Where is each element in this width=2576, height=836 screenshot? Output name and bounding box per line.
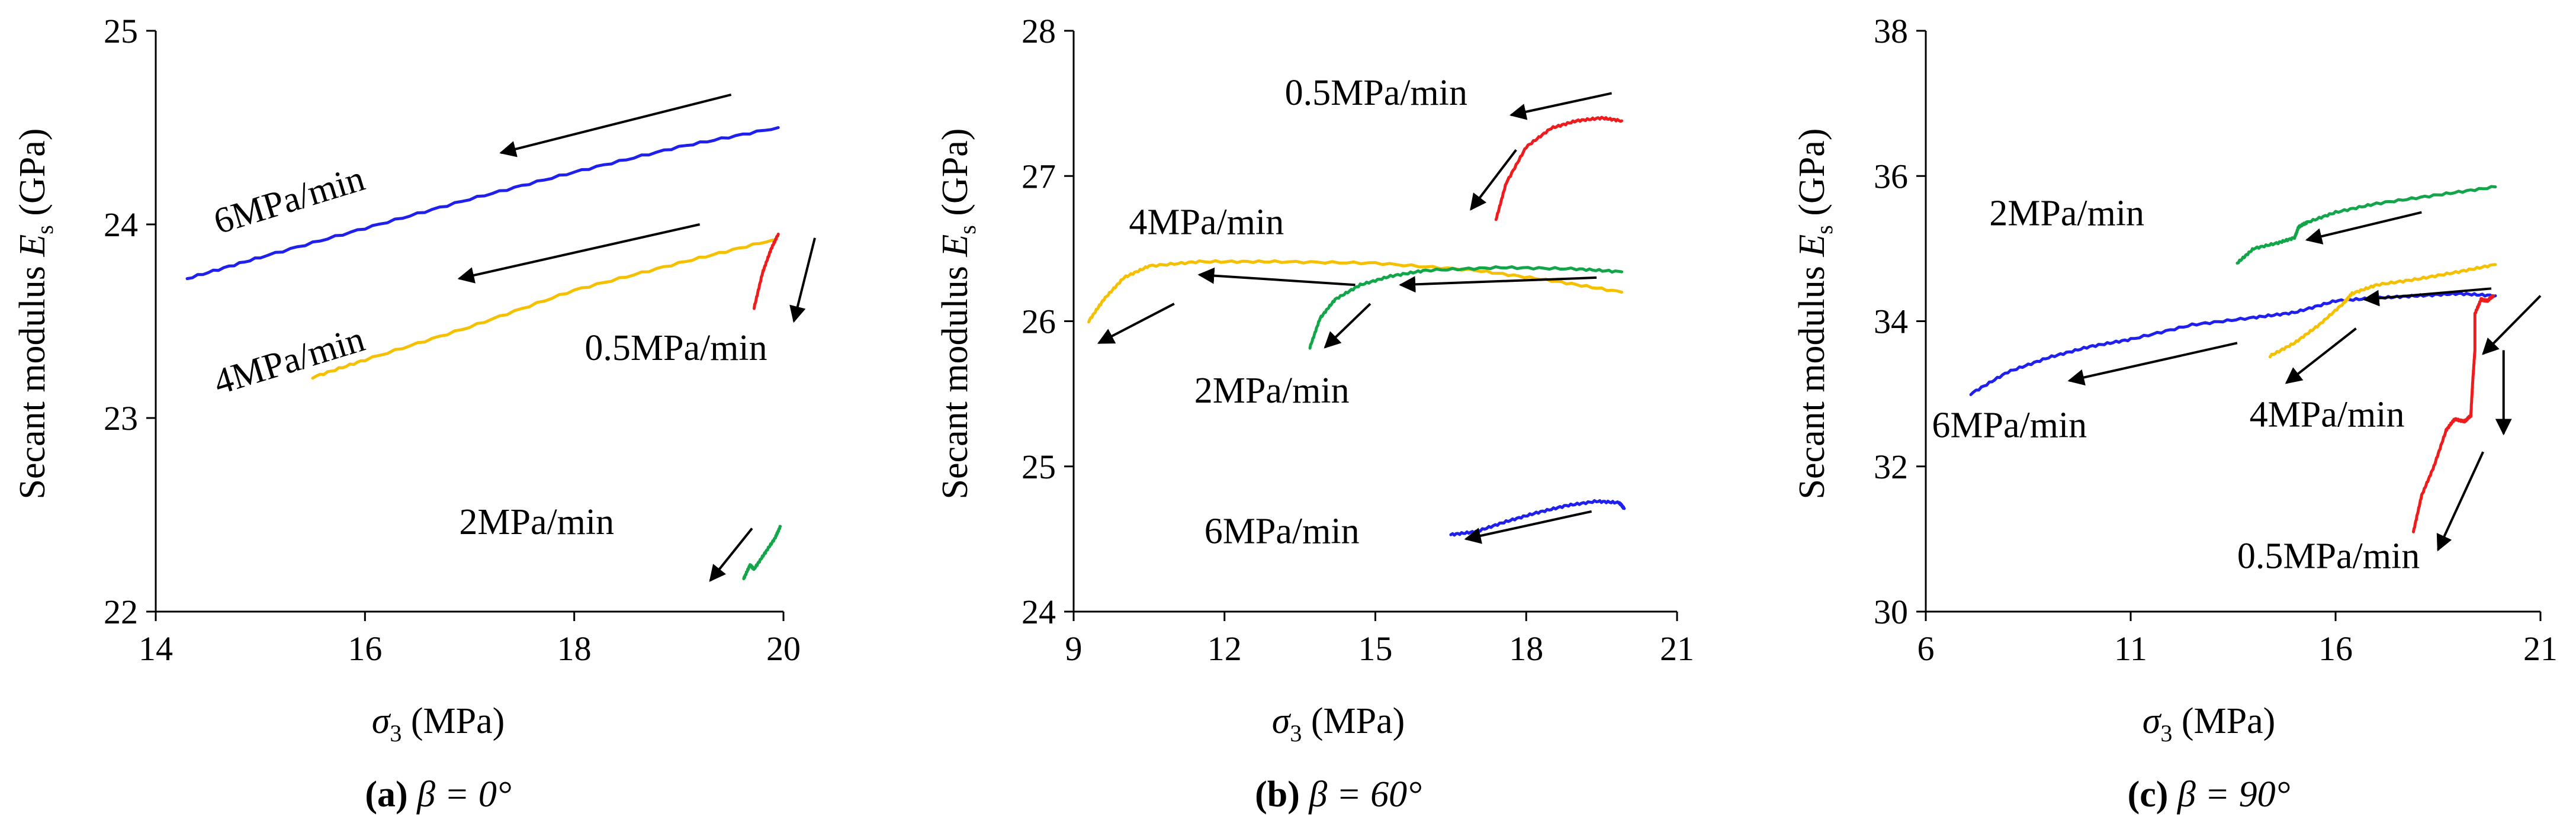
x-axis-title: σ3 (MPa)	[1272, 701, 1405, 747]
series-line-4mpa-min	[1087, 259, 1624, 324]
y-tick-label: 25	[104, 12, 138, 50]
curve-label: 2MPa/min	[459, 502, 614, 542]
series-line-4mpa-min	[2268, 263, 2497, 359]
series-line-2mpa-min	[742, 525, 782, 581]
panel-caption: (b) β = 60°	[1255, 774, 1422, 815]
x-tick-label: 9	[1065, 629, 1083, 668]
y-tick-label: 24	[1022, 593, 1056, 631]
y-tick-label: 24	[104, 205, 138, 244]
x-tick-label: 15	[1358, 629, 1393, 668]
curve-label: 6MPa/min	[1932, 406, 2087, 446]
plot-area-b: 24 25 26 27 28 9 12 15 18 21 0.5MPa/min 4MPa/min 2MP…	[1022, 12, 1694, 668]
x-tick-label: 6	[1917, 629, 1935, 668]
x-tick-label: 16	[2318, 629, 2353, 668]
curve-label: 4MPa/min	[209, 319, 369, 403]
curve-label: 2MPa/min	[1194, 371, 1350, 411]
y-axis-title: Secant modulus Es (GPa)	[935, 128, 981, 500]
direction-arrow	[2482, 295, 2542, 355]
panel-b: 24 25 26 27 28 9 12 15 18 21 0.5MPa/min 4MPa/min 2MP…	[935, 12, 1694, 815]
direction-arrow	[1399, 276, 1597, 293]
direction-arrow	[2362, 287, 2492, 307]
plot-area-c: 30 32 34 36 38 6 11 16 21 2MPa/min 6MPa/min 4MPa/mi…	[1874, 12, 2558, 668]
x-tick-label: 14	[139, 629, 173, 668]
curve-label: 4MPa/min	[2250, 394, 2405, 435]
series-line-0-5mpa-min	[2412, 294, 2495, 533]
x-axis-title: σ3 (MPa)	[2143, 701, 2276, 747]
x-axis-title: σ3 (MPa)	[372, 701, 505, 747]
curve-label: 0.5MPa/min	[1285, 73, 1467, 113]
series-line-0-5mpa-min	[753, 232, 780, 310]
y-tick-label: 38	[1874, 12, 1908, 50]
x-tick-label: 21	[1660, 629, 1694, 668]
panel-caption: (c) β = 90°	[2128, 774, 2291, 815]
series-line-2mpa-min	[1308, 265, 1624, 350]
y-tick-label: 22	[104, 593, 138, 631]
y-tick-label: 25	[1022, 448, 1056, 486]
panel-c: 30 32 34 36 38 6 11 16 21 2MPa/min 6MPa/min 4MPa/mi…	[1792, 12, 2558, 815]
direction-arrow	[1509, 92, 1613, 120]
curve-label: 4MPa/min	[1129, 202, 1284, 242]
direction-arrow	[2305, 211, 2422, 245]
direction-arrow	[789, 237, 816, 323]
y-tick-label: 34	[1874, 303, 1908, 341]
direction-arrow	[2285, 327, 2357, 384]
y-tick-label: 28	[1022, 12, 1056, 50]
direction-arrow	[2067, 342, 2238, 386]
series-line-6mpa-min	[1969, 291, 2497, 396]
y-axis-title: Secant modulus Es (GPa)	[1792, 128, 1838, 500]
direction-arrow	[709, 528, 753, 582]
series-line-6mpa-min	[185, 126, 780, 281]
panel-a: 22 23 24 25 14 16 18 20 6MPa/min 4MPa/min 0.5MPa/m…	[12, 12, 816, 815]
series-line-6mpa-min	[1449, 499, 1626, 537]
x-tick-label: 18	[1509, 629, 1543, 668]
plot-area-a: 22 23 24 25 14 16 18 20 6MPa/min 4MPa/min 0.5MPa/m…	[104, 12, 816, 668]
x-tick-label: 20	[766, 629, 801, 668]
direction-arrow	[1097, 303, 1175, 345]
curve-label: 6MPa/min	[209, 158, 369, 242]
x-tick-label: 16	[348, 629, 382, 668]
direction-arrow	[1197, 267, 1356, 287]
curve-label: 6MPa/min	[1205, 512, 1360, 552]
direction-arrow	[2436, 451, 2484, 552]
y-tick-label: 32	[1874, 448, 1908, 486]
direction-arrow	[1464, 510, 1592, 544]
x-tick-label: 12	[1207, 629, 1242, 668]
series-line-0-5mpa-min	[1494, 115, 1624, 221]
y-tick-label: 27	[1022, 157, 1056, 195]
x-tick-label: 21	[2523, 629, 2558, 668]
y-tick-label: 26	[1022, 303, 1056, 341]
y-tick-label: 23	[104, 399, 138, 438]
curve-label: 0.5MPa/min	[584, 328, 767, 368]
x-tick-label: 11	[2114, 629, 2147, 668]
direction-arrow	[1324, 303, 1371, 349]
series-line-2mpa-min	[2235, 185, 2497, 265]
panel-caption: (a) β = 0°	[365, 774, 511, 815]
curve-label: 0.5MPa/min	[2237, 536, 2420, 576]
y-axis-title: Secant modulus Es (GPa)	[12, 128, 58, 500]
x-tick-label: 18	[557, 629, 592, 668]
curve-label: 2MPa/min	[1989, 194, 2144, 234]
direction-arrow	[457, 223, 701, 284]
direction-arrow	[499, 93, 732, 157]
direction-arrow	[1470, 149, 1517, 211]
series-line-4mpa-min	[311, 238, 775, 380]
y-tick-label: 30	[1874, 593, 1908, 631]
y-tick-label: 36	[1874, 157, 1908, 195]
